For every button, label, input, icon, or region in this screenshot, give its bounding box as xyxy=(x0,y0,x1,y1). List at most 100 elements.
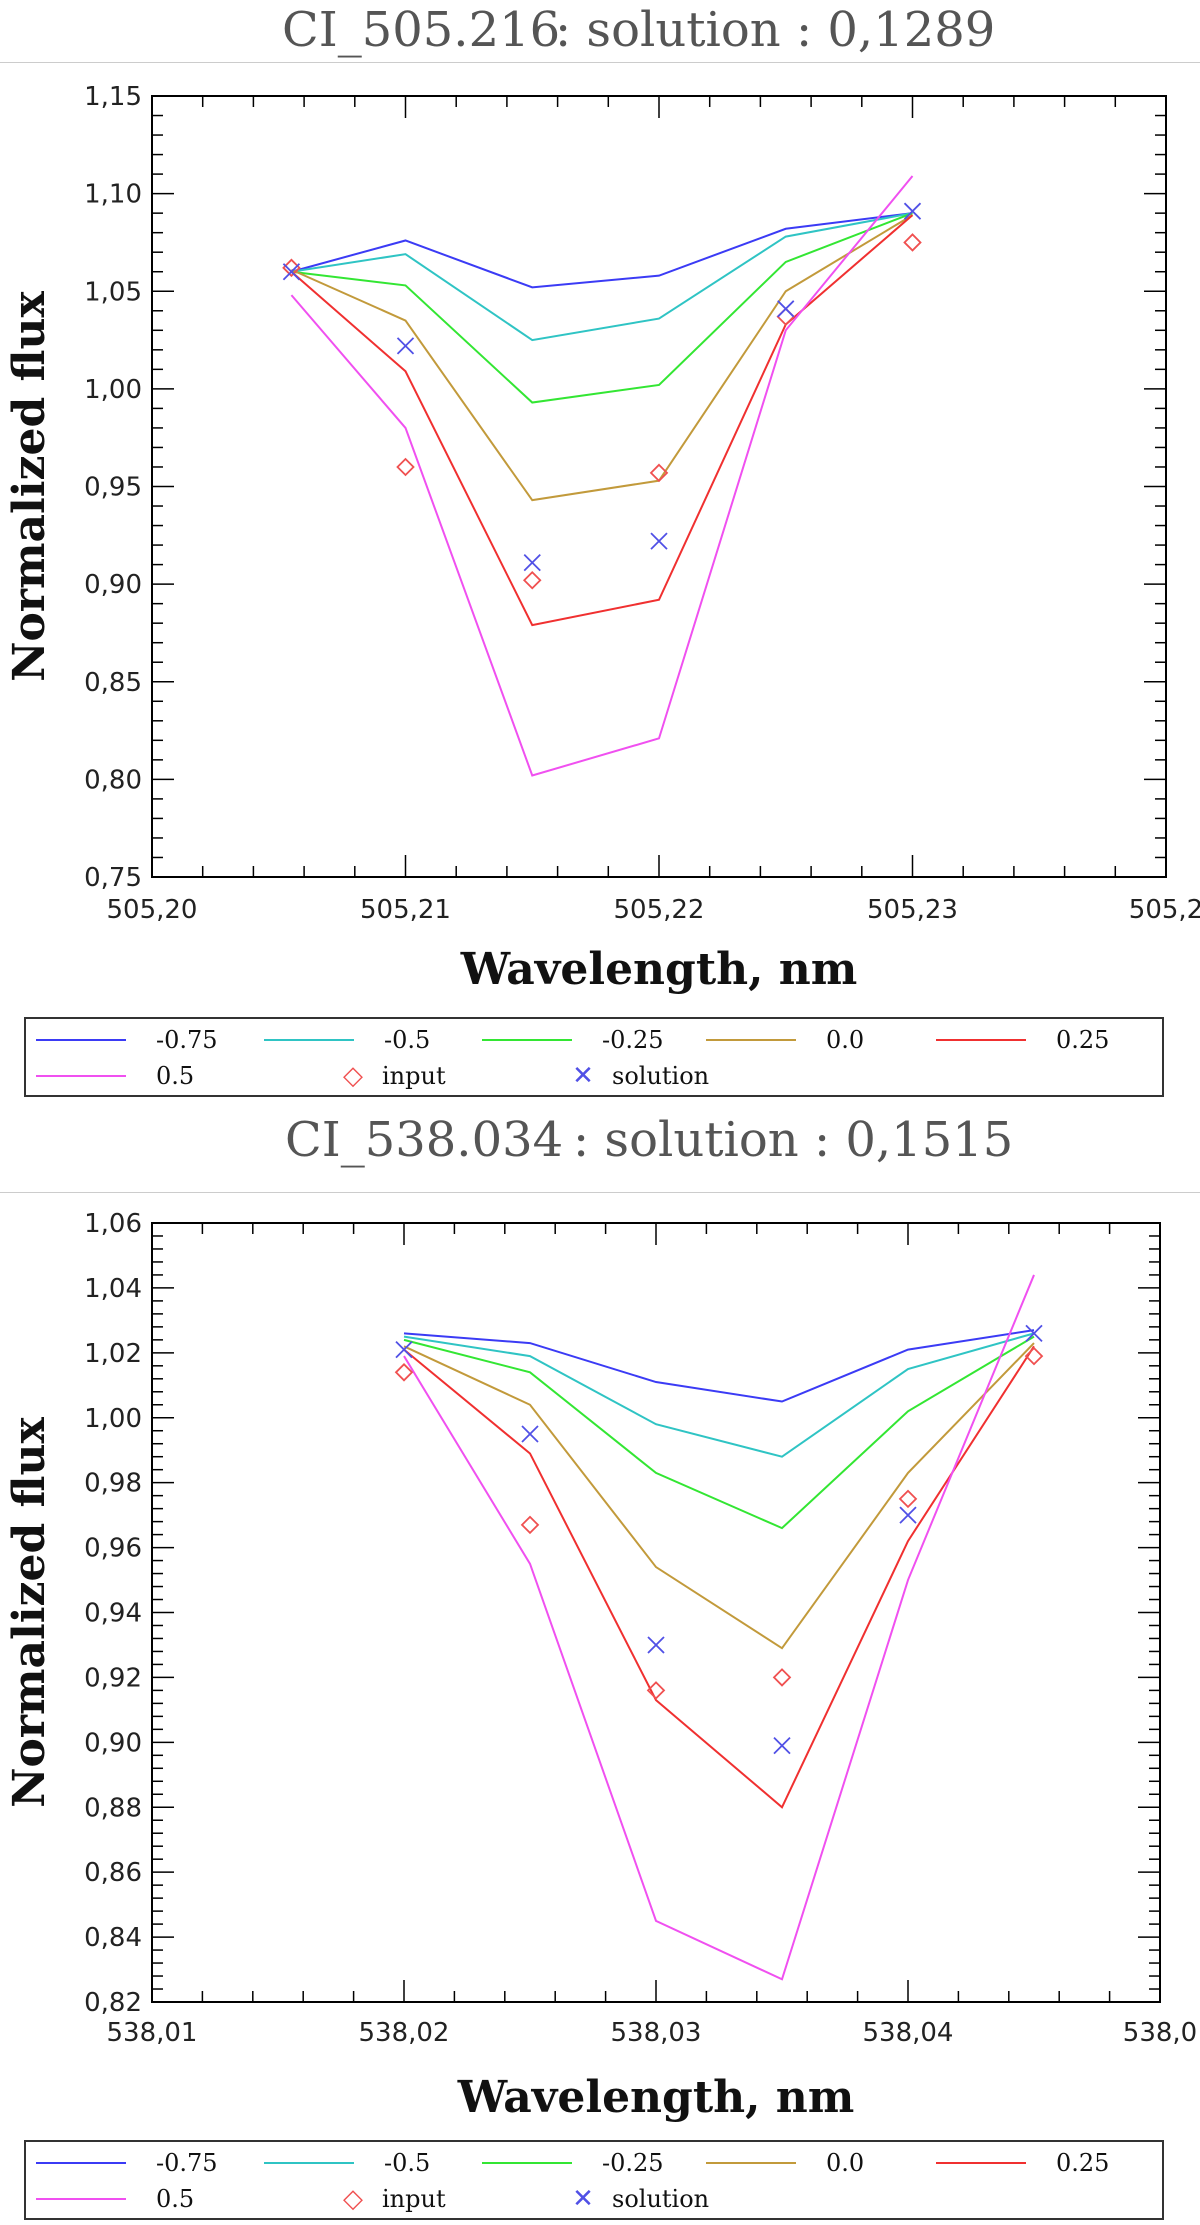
solution-point xyxy=(650,532,668,550)
legend-label: input xyxy=(382,2185,446,2213)
y-tick-label: 0,98 xyxy=(84,1469,142,1499)
y-tick-label: 1,02 xyxy=(84,1339,142,1369)
input-point xyxy=(1024,1346,1044,1366)
input-point xyxy=(772,1668,792,1687)
y-tick-label: 0,80 xyxy=(84,765,142,795)
solution-point xyxy=(773,1736,791,1755)
legend-label: 0.0 xyxy=(826,1026,865,1054)
title-separator xyxy=(0,62,1200,63)
legend-swatch xyxy=(36,1075,126,1077)
diamond-icon: ◇ xyxy=(343,2184,363,2214)
legend-item: 0.0 xyxy=(706,1022,864,1058)
series-line-0.5 xyxy=(403,1274,1035,1981)
solution-point xyxy=(523,554,541,572)
chart-title: CI_505.216 : solution : 0,1289 xyxy=(0,0,1200,60)
legend-swatch xyxy=(482,2162,572,2164)
series-line--0.75 xyxy=(291,212,913,289)
solution-point xyxy=(396,337,415,355)
legend-item: -0.25 xyxy=(482,1022,664,1058)
y-tick-label: 0,75 xyxy=(84,863,142,893)
legend-label: solution xyxy=(612,1062,710,1090)
chart-plot: 538,01 538,02 538,03 538,04 538,0 0,82 0,84 0,8… xyxy=(4,1209,1197,2123)
legend-item-input: ◇ input xyxy=(336,1058,446,1094)
input-point xyxy=(898,1489,918,1509)
legend-item: 0.0 xyxy=(706,2145,864,2181)
solution-point-stroke xyxy=(773,1736,791,1755)
input-point xyxy=(649,463,669,483)
legend-label: -0.25 xyxy=(602,2149,664,2177)
legend-swatch xyxy=(482,1039,572,1041)
solution-point xyxy=(282,263,301,281)
legend-swatch xyxy=(36,2198,126,2200)
chart-panel-2: CI_538.034 : solution : 0,1515 538,01 538… xyxy=(0,1110,1200,2225)
chart-legend: -0.75 -0.5 -0.25 0.0 0.25 0.5 ◇ input ✕ solution xyxy=(24,2140,1164,2220)
y-tick-label: 0,96 xyxy=(84,1534,142,1564)
x-tick-label: 505,21 xyxy=(360,895,451,925)
series-line-0.0 xyxy=(291,214,914,502)
chart-title-solution: : solution : 0,1289 xyxy=(555,2,996,58)
x-axis-label: Wavelength, nm xyxy=(460,944,858,995)
legend-swatch xyxy=(936,1039,1026,1041)
legend-item-solution: ✕ solution xyxy=(566,2181,709,2217)
legend-label: 0.0 xyxy=(826,2149,865,2177)
legend-item: 0.25 xyxy=(936,2145,1109,2181)
legend-item: -0.75 xyxy=(36,1022,218,1058)
legend-item: 0.25 xyxy=(936,1022,1109,1058)
solution-point xyxy=(395,1340,413,1359)
solution-point xyxy=(1025,1324,1043,1342)
series-line--0.5 xyxy=(403,1332,1035,1458)
legend-item: -0.5 xyxy=(264,1022,430,1058)
solution-point xyxy=(903,202,922,220)
solution-point xyxy=(777,300,795,318)
legend-item: 0.5 xyxy=(36,1058,194,1094)
series-line--0.25 xyxy=(291,212,913,404)
chart-plot: 505,20 505,21 505,22 505,23 505,2 0,75 0,80 0,8… xyxy=(4,82,1200,995)
legend-label: -0.75 xyxy=(156,1026,218,1054)
legend-swatch xyxy=(36,2162,126,2164)
series-line--0.5 xyxy=(291,212,913,342)
y-tick-label: 1,10 xyxy=(84,180,142,210)
series-line-0.25 xyxy=(290,214,914,627)
y-tick-label: 0,85 xyxy=(84,668,142,698)
legend-label: input xyxy=(382,1062,446,1090)
solution-point-stroke xyxy=(899,1506,917,1524)
x-tick-label: 538,02 xyxy=(359,2018,450,2048)
y-tick-label: 1,06 xyxy=(84,1209,142,1239)
y-tick-label: 0,90 xyxy=(84,1728,142,1758)
x-mark-icon: ✕ xyxy=(572,1061,594,1091)
x-tick-label: 538,04 xyxy=(863,2018,954,2048)
y-tick-label: 1,04 xyxy=(84,1274,142,1304)
x-axis-label: Wavelength, nm xyxy=(457,2072,855,2123)
solution-point xyxy=(521,1425,539,1443)
input-point xyxy=(520,1515,540,1535)
y-tick-label: 1,00 xyxy=(84,1404,142,1434)
y-axis-label: Normalized flux xyxy=(4,1416,55,1807)
legend-item: -0.75 xyxy=(36,2145,218,2181)
y-tick-label: 0,86 xyxy=(84,1858,142,1888)
input-point xyxy=(522,570,542,590)
legend-label: 0.5 xyxy=(156,1062,195,1090)
legend-item: -0.25 xyxy=(482,2145,664,2181)
chart-legend: -0.75 -0.5 -0.25 0.0 0.25 0.5 ◇ input ✕ solution xyxy=(24,1017,1164,1097)
x-tick-label: 538,01 xyxy=(107,2018,198,2048)
input-point xyxy=(396,457,415,477)
legend-label: -0.5 xyxy=(384,2149,431,2177)
series-line-0.0 xyxy=(403,1342,1035,1650)
solution-point-stroke xyxy=(1025,1324,1043,1342)
legend-label: 0.25 xyxy=(1056,2149,1110,2177)
input-point xyxy=(282,258,301,278)
chart-title-solution: : solution : 0,1515 xyxy=(573,1112,1014,1168)
chart-title: CI_538.034 : solution : 0,1515 xyxy=(0,1110,1200,1170)
diamond-icon: ◇ xyxy=(343,1061,363,1091)
input-point xyxy=(903,233,922,252)
x-tick-label: 538,03 xyxy=(611,2018,702,2048)
solution-point xyxy=(647,1636,665,1654)
chart-title-line-id: CI_538.034 xyxy=(285,1112,564,1168)
y-tick-label: 0,92 xyxy=(84,1663,142,1693)
series-line-0.25 xyxy=(403,1345,1035,1809)
y-tick-label: 0,90 xyxy=(84,570,142,600)
y-tick-label: 1,00 xyxy=(84,375,142,405)
legend-item-solution: ✕ solution xyxy=(566,1058,709,1094)
solution-point-stroke xyxy=(396,337,415,355)
x-mark-icon: ✕ xyxy=(572,2184,594,2214)
